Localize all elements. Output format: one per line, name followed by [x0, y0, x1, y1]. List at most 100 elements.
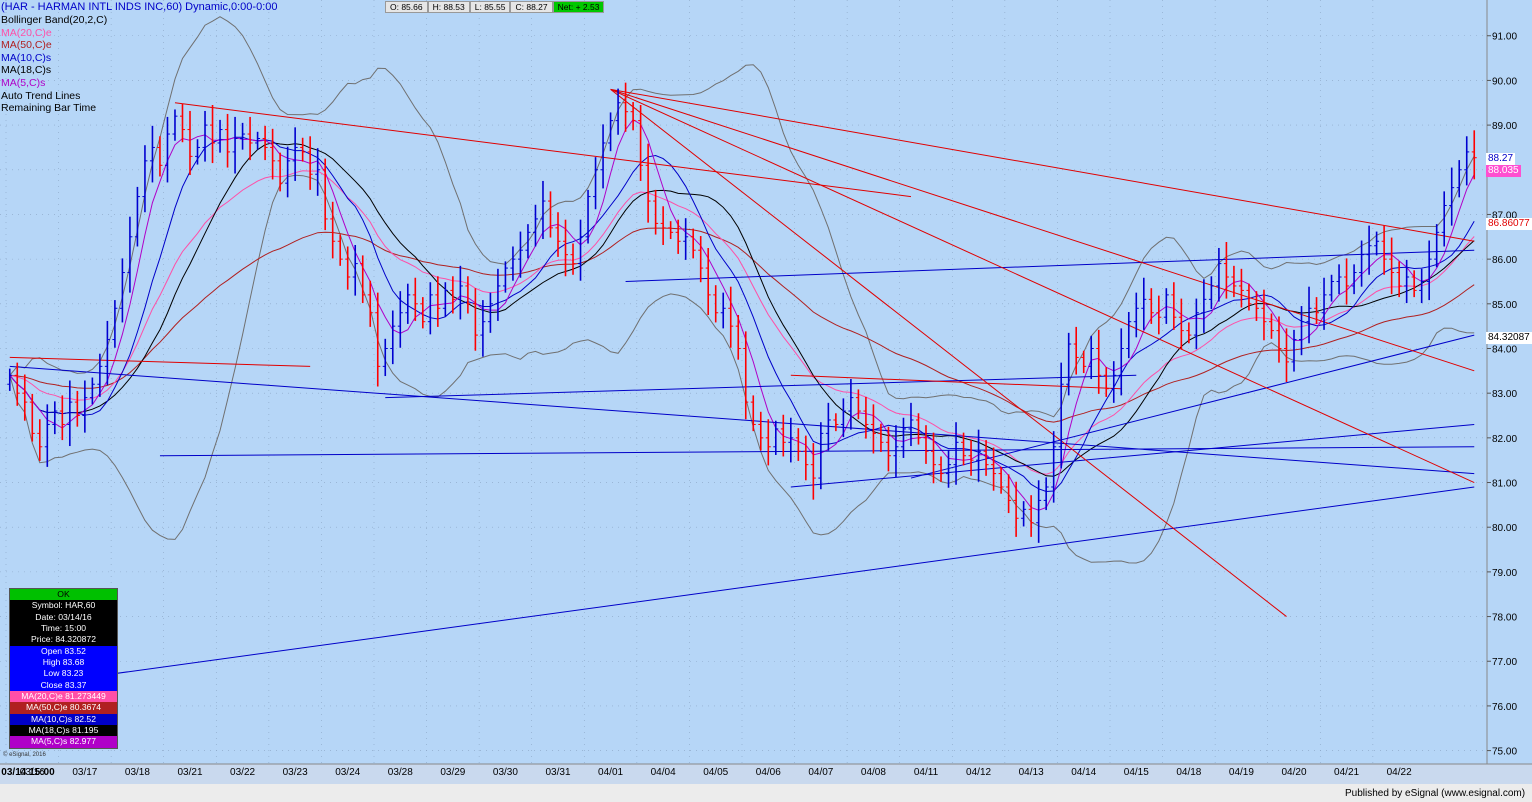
ohlc-bar: [517, 231, 523, 278]
data-close: Close 83.37: [10, 679, 117, 692]
resistance-trend-line: [610, 88, 1475, 483]
study-ma50[interactable]: MA(50,C)e: [1, 39, 52, 52]
price-tick-label: 90.00: [1492, 76, 1517, 87]
price-axis: [1487, 0, 1532, 764]
ohlc-bar: [457, 265, 463, 320]
ohlc-bar: [495, 268, 501, 321]
price-tick-label: 75.00: [1492, 747, 1517, 758]
ohlc-bar: [59, 395, 65, 441]
ohlc-bar: [810, 443, 816, 500]
study-ma20[interactable]: MA(20,C)e: [1, 26, 52, 39]
ohlc-bar: [1231, 265, 1237, 298]
ohlc-bar: [870, 404, 876, 454]
ohlc-bar: [1171, 282, 1177, 330]
ohlc-bar: [1111, 361, 1117, 403]
ohlc-bar: [127, 216, 133, 293]
ohlc-bar: [97, 353, 103, 397]
ohlc-bar: [390, 310, 396, 365]
ohlc-bar: [472, 288, 478, 351]
ohlc-bar: [1186, 322, 1192, 344]
price-tick-label: 79.00: [1492, 568, 1517, 579]
ohlc-bar: [555, 212, 561, 257]
time-axis-label: 04/13: [1019, 767, 1044, 778]
data-ma50: MA(50,C)e 80.3674: [10, 702, 117, 714]
support-trend-line: [790, 423, 1475, 488]
ohlc-bar: [1156, 295, 1162, 335]
ohlc-bar: [968, 440, 974, 476]
study-ma5[interactable]: MA(5,C)s: [1, 76, 46, 89]
ohlc-bar: [885, 426, 891, 472]
price-tick-label: 76.00: [1492, 702, 1517, 713]
ma20-line: [9, 170, 1475, 475]
data-window-header[interactable]: OK: [10, 589, 117, 601]
ohlc-bar: [705, 247, 711, 315]
ohlc-bar: [322, 158, 328, 231]
study-bollinger[interactable]: Bollinger Band(20,2,C): [1, 14, 108, 26]
ohlc-bar: [352, 244, 358, 296]
ohlc-bar: [1103, 367, 1109, 397]
ohlc-bar: [172, 109, 178, 141]
data-ma10: MA(10,C)s 82.52: [10, 713, 117, 726]
data-symbol: Symbol: HAR,60: [10, 600, 117, 612]
price-tick-label: 80.00: [1492, 523, 1517, 534]
study-remaining-bar-time[interactable]: Remaining Bar Time: [1, 102, 97, 115]
ohlc-bar: [67, 380, 73, 447]
ohlc-bar: [427, 282, 433, 335]
ohlc-bar: [232, 116, 238, 174]
ohlc-bar: [1426, 240, 1432, 301]
time-axis: [0, 764, 1532, 784]
ohlc-bar: [825, 402, 831, 451]
ohlc-bar: [1306, 286, 1312, 344]
ohlc-bar: [953, 422, 959, 485]
ohlc-bar: [1043, 477, 1049, 511]
ohlc-bar: [1411, 270, 1417, 298]
high-value: H: 88.53: [427, 1, 470, 13]
ohlc-bar: [315, 148, 321, 196]
ohlc-bar: [1081, 350, 1087, 374]
published-by-text: Published by eSignal (www.esignal.com): [1345, 788, 1526, 799]
data-open: Open 83.52: [10, 645, 117, 658]
ohlc-bar: [1051, 431, 1057, 503]
ohlc-bar: [149, 125, 155, 183]
time-axis-label: 04/07: [808, 767, 833, 778]
cursor-price-tag: 84.32087: [1486, 332, 1532, 344]
ohlc-bar: [765, 419, 771, 466]
study-auto-trend-lines[interactable]: Auto Trend Lines: [1, 89, 81, 102]
support-trend-line: [159, 446, 1475, 457]
ohlc-bar: [578, 219, 584, 281]
ohlc-bar: [1344, 258, 1350, 305]
ohlc-bar: [1133, 292, 1139, 338]
ohlc-bar: [37, 419, 43, 461]
price-tick-label: 83.00: [1492, 389, 1517, 400]
ohlc-bar: [645, 143, 651, 223]
ohlc-bar: [44, 404, 50, 467]
ohlc-bar: [1329, 274, 1335, 302]
ohlc-bar: [1208, 276, 1214, 310]
ohlc-bar: [382, 338, 388, 377]
data-ma5: MA(5,C)s 82.977: [10, 736, 117, 748]
ohlc-bar: [1351, 264, 1357, 295]
time-axis-label: 03/17: [72, 767, 97, 778]
time-axis-label: 04/11: [914, 767, 939, 778]
ohlc-bar: [923, 425, 929, 464]
ohlc-bar: [112, 300, 118, 348]
ohlc-bar: [638, 104, 644, 181]
cursor-data-window[interactable]: OK Symbol: HAR,60 Date: 03/14/16 Time: 1…: [9, 588, 118, 749]
ohlc-bar: [1178, 298, 1184, 350]
support-trend-line: [625, 249, 1475, 282]
ohlc-bar: [833, 413, 839, 432]
data-price: Price: 84.320872: [10, 634, 117, 646]
time-axis-label: 04/22: [1387, 767, 1412, 778]
time-axis-label: 04/14: [1071, 767, 1096, 778]
ohlc-bar: [848, 379, 854, 430]
ohlc-bar: [630, 102, 636, 131]
ohlc-bar: [247, 116, 253, 161]
price-tick-label: 78.00: [1492, 613, 1517, 624]
study-ma10[interactable]: MA(10,C)s: [1, 51, 52, 64]
price-tick-label: 82.00: [1492, 434, 1517, 445]
ohlc-bar: [780, 414, 786, 457]
study-ma18[interactable]: MA(18,C)s: [1, 64, 52, 77]
ohlc-bar: [1193, 298, 1199, 350]
